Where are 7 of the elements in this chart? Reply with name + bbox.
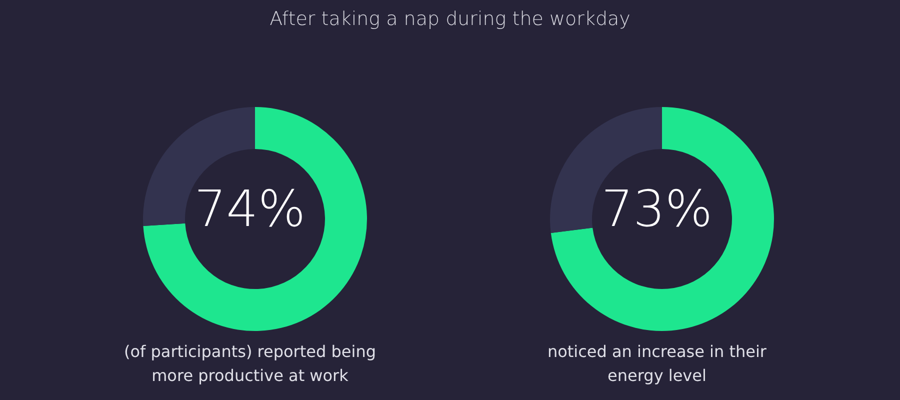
text: 74% (193, 180, 307, 238)
donut-slice (550, 107, 774, 331)
text: 73% (600, 180, 714, 238)
text: After taking a nap during the workday (268, 8, 632, 30)
text: (of participants) reported being more productive at work (123, 341, 377, 387)
donut-slice (143, 107, 367, 331)
text: noticed an increase in their energy level (546, 341, 768, 387)
